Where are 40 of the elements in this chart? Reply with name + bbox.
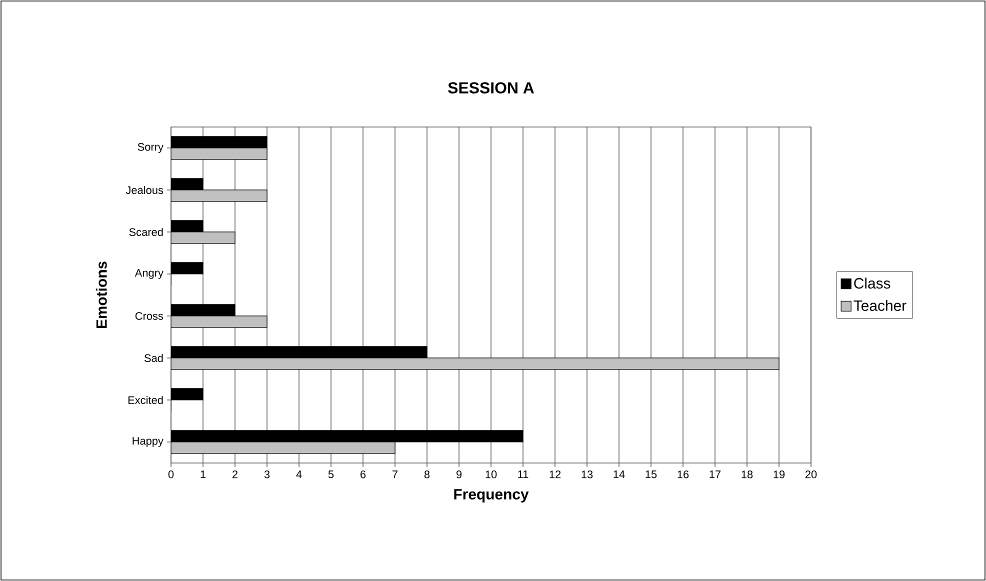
bar bbox=[171, 442, 396, 454]
y-tick-label: Sad bbox=[144, 354, 163, 362]
bar bbox=[171, 232, 236, 244]
y-tick-label: Cross bbox=[135, 312, 164, 320]
x-tick-label: 11 bbox=[518, 470, 528, 478]
y-tick-label: Scared bbox=[129, 228, 163, 236]
x-tick-label: 5 bbox=[328, 470, 334, 478]
y-tick-label: Jealous bbox=[126, 186, 164, 194]
legend-label: Teacher bbox=[854, 300, 906, 311]
x-tick-label: 14 bbox=[614, 470, 625, 478]
y-axis-title: Emotions bbox=[96, 262, 107, 328]
y-tick-label: Angry bbox=[134, 269, 164, 279]
x-tick-label: 8 bbox=[424, 470, 430, 478]
bar bbox=[171, 148, 268, 160]
x-tick-label: 10 bbox=[486, 470, 497, 478]
chart-title: SESSION A bbox=[448, 82, 534, 94]
x-axis-title: Frequency bbox=[454, 489, 529, 502]
x-tick-label: 4 bbox=[296, 470, 302, 478]
bar bbox=[171, 316, 268, 328]
y-tick-label: Happy bbox=[132, 437, 164, 447]
x-tick-label: 1 bbox=[200, 470, 206, 478]
x-tick-label: 0 bbox=[168, 470, 174, 478]
x-tick-label: 17 bbox=[710, 470, 721, 478]
x-tick-label: 9 bbox=[456, 470, 462, 478]
x-tick-label: 13 bbox=[582, 470, 593, 478]
x-tick-label: 16 bbox=[678, 470, 689, 478]
x-tick-label: 6 bbox=[360, 470, 366, 478]
x-tick-label: 3 bbox=[264, 470, 270, 478]
x-tick-label: 18 bbox=[742, 470, 753, 478]
x-tick-label: 19 bbox=[774, 470, 785, 478]
y-tick-label: Excited bbox=[128, 396, 163, 404]
x-tick-label: 12 bbox=[550, 470, 561, 478]
legend-label: Class bbox=[854, 278, 890, 289]
x-tick-label: 20 bbox=[805, 470, 817, 478]
x-tick-label: 7 bbox=[392, 470, 398, 478]
y-tick-label: Sorry bbox=[138, 143, 164, 153]
x-tick-label: 2 bbox=[232, 470, 238, 478]
bar bbox=[171, 190, 268, 202]
x-tick-label: 15 bbox=[646, 470, 657, 478]
bar bbox=[171, 358, 780, 370]
